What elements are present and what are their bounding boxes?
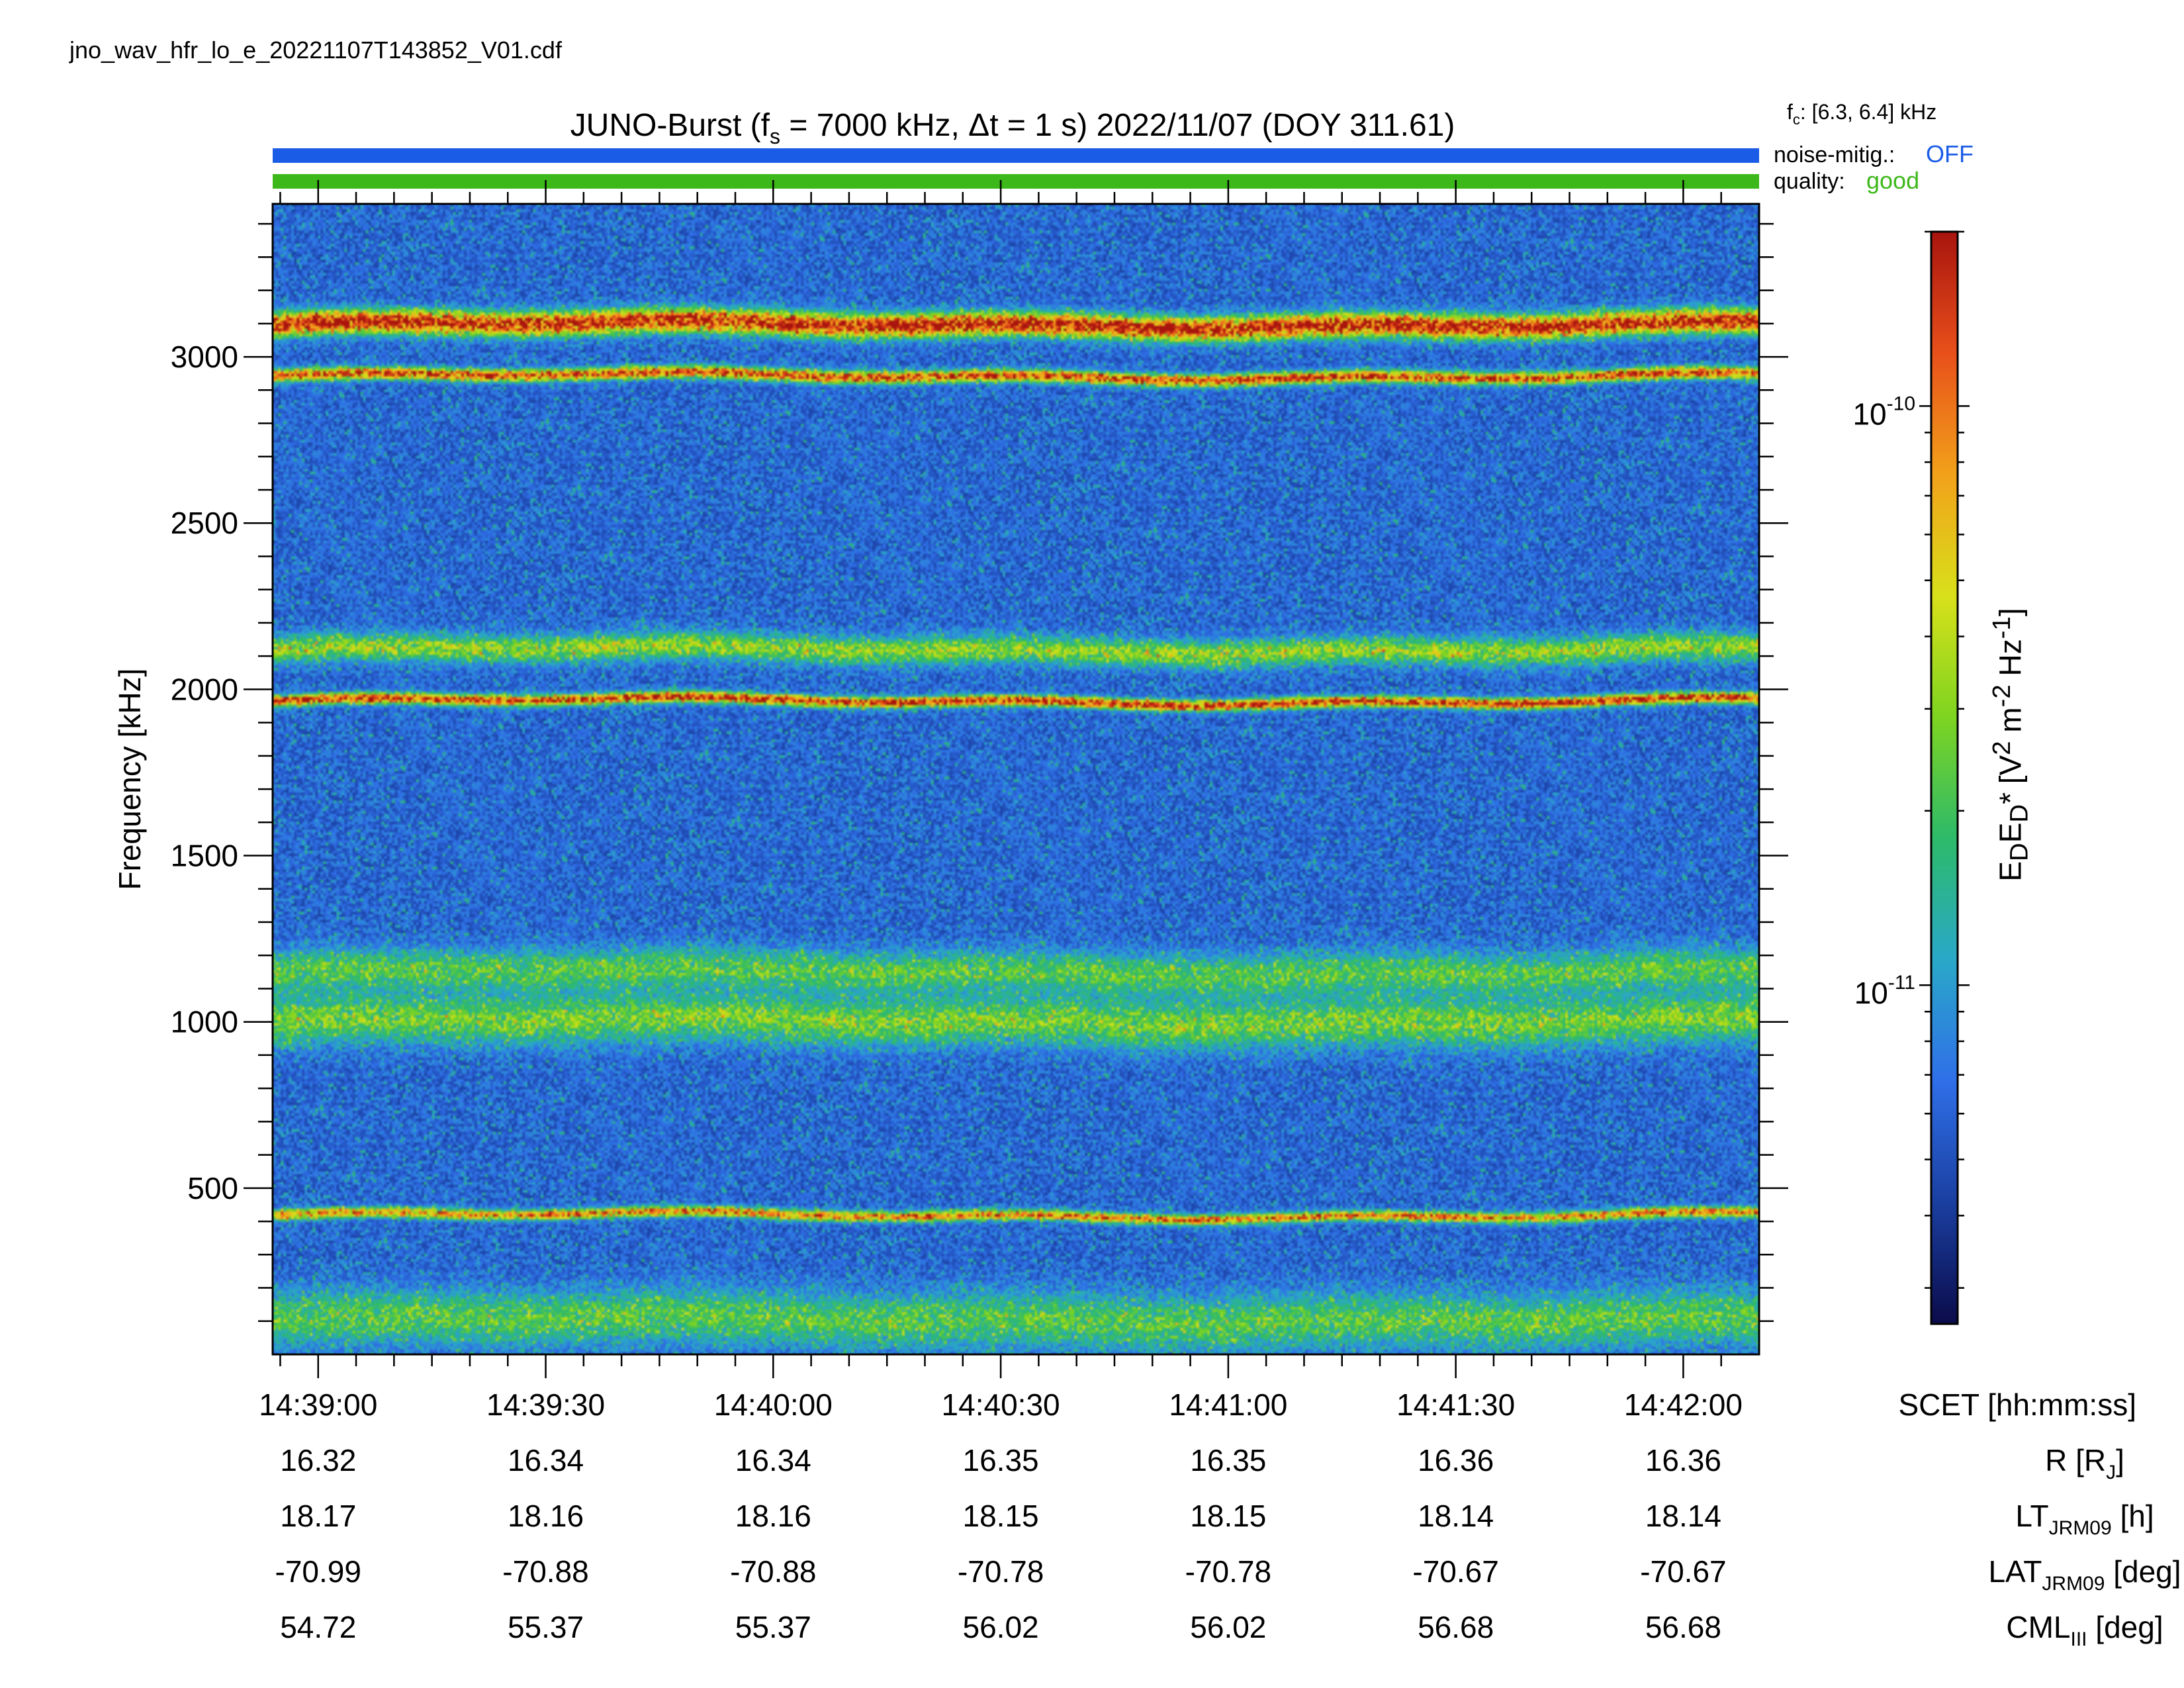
colorbar-tick-label: 10-10 [1852, 393, 1915, 431]
ephemeris-value: 16.36 [1418, 1443, 1494, 1477]
ephemeris-value: -70.99 [275, 1554, 361, 1589]
y-tick-label: 2500 [171, 506, 238, 540]
spectrogram-plot: 500 1000 1500 2000 2500 3000 14:39:00 14:39:30… [171, 180, 1788, 1422]
ephemeris-row-label: R [RJ] [2045, 1443, 2124, 1483]
noise-mitig-value: OFF [1926, 140, 1974, 167]
quality-bar [273, 174, 1759, 189]
y-axis-label: Frequency [kHz] [113, 669, 147, 890]
ephemeris-value: -70.88 [730, 1554, 816, 1589]
y-tick-label: 500 [187, 1171, 238, 1205]
ephemeris-value: 16.35 [963, 1443, 1039, 1477]
colorbar-ticks: 10-10 10-11 [1852, 230, 1970, 1289]
quality-label: quality: [1774, 169, 1845, 194]
ephemeris-value: 18.14 [1418, 1499, 1494, 1533]
chart-title: JUNO-Burst (fs = 7000 kHz, Δt = 1 s) 202… [570, 108, 1455, 148]
ephemeris-row-label: CMLIII [deg] [2006, 1610, 2163, 1650]
quality-value: good [1866, 167, 1919, 194]
ephemeris-value: -70.88 [502, 1554, 588, 1589]
x-tick-label: 14:40:00 [714, 1387, 833, 1422]
scet-label: SCET [hh:mm:ss] [1898, 1387, 2136, 1422]
filename-label: jno_wav_hfr_lo_e_20221107T143852_V01.cdf [69, 36, 563, 64]
spectrogram-image [273, 204, 1759, 1354]
ephemeris-row-label: LATJRM09 [deg] [1988, 1554, 2181, 1595]
ephemeris-value: 56.02 [963, 1610, 1039, 1644]
ephemeris-value: 18.15 [1190, 1499, 1266, 1533]
y-tick-label: 3000 [171, 340, 238, 374]
ephemeris-value: -70.67 [1412, 1554, 1498, 1589]
noise-mitig-label: noise-mitig.: [1774, 142, 1895, 167]
x-tick-label: 14:41:00 [1169, 1387, 1287, 1422]
ephemeris-value: 54.72 [280, 1610, 356, 1644]
ephemeris-value: 18.17 [280, 1499, 356, 1533]
y-axis: 500 1000 1500 2000 2500 3000 [171, 222, 1788, 1323]
colorbar-tick-label: 10-11 [1854, 972, 1915, 1010]
y-tick-label: 2000 [171, 672, 238, 706]
ephemeris-value: 16.34 [508, 1443, 584, 1477]
ephemeris-value: 55.37 [735, 1610, 811, 1644]
colorbar-gradient [1930, 230, 1959, 1325]
fc-label: fc: [6.3, 6.4] kHz [1787, 100, 1936, 128]
ephemeris-value: 56.68 [1418, 1610, 1494, 1644]
ephemeris-value: 56.02 [1190, 1610, 1266, 1644]
ephemeris-value: 55.37 [508, 1610, 584, 1644]
ephemeris-value: 56.68 [1645, 1610, 1721, 1644]
ephemeris-value: 16.35 [1190, 1443, 1266, 1477]
ephemeris-value: 18.15 [963, 1499, 1039, 1533]
x-axis: 14:39:00 14:39:30 14:40:00 14:40:30 14:41:00… [259, 180, 1743, 1422]
ephemeris-row-label: LTJRM09 [h] [2015, 1499, 2154, 1539]
ephemeris-value: 16.34 [735, 1443, 811, 1477]
x-tick-label: 14:42:00 [1624, 1387, 1743, 1422]
x-tick-label: 14:40:30 [942, 1387, 1060, 1422]
noise-mitigation-bar [273, 148, 1759, 163]
x-tick-label: 14:39:30 [486, 1387, 605, 1422]
colorbar: 10-10 10-11 [1852, 230, 1970, 1325]
ephemeris-value: 18.16 [735, 1499, 811, 1533]
x-tick-label: 14:39:00 [259, 1387, 377, 1422]
plot-frame [271, 203, 1760, 1356]
ephemeris-value: -70.67 [1640, 1554, 1726, 1589]
ephemeris-value: 16.36 [1645, 1443, 1721, 1477]
ephemeris-table: 16.32 16.34 16.34 16.35 16.35 16.36 16.36 R [RJ… [275, 1443, 2181, 1650]
ephemeris-value: 16.32 [280, 1443, 356, 1477]
y-tick-label: 1000 [171, 1005, 238, 1039]
ephemeris-value: -70.78 [1185, 1554, 1271, 1589]
x-tick-label: 14:41:30 [1396, 1387, 1515, 1422]
y-tick-label: 1500 [171, 839, 238, 873]
ephemeris-value: 18.16 [508, 1499, 584, 1533]
ephemeris-value: -70.78 [958, 1554, 1044, 1589]
colorbar-label: EDED* [V2 m-2 Hz-1] [1987, 608, 2034, 882]
ephemeris-value: 18.14 [1645, 1499, 1721, 1533]
